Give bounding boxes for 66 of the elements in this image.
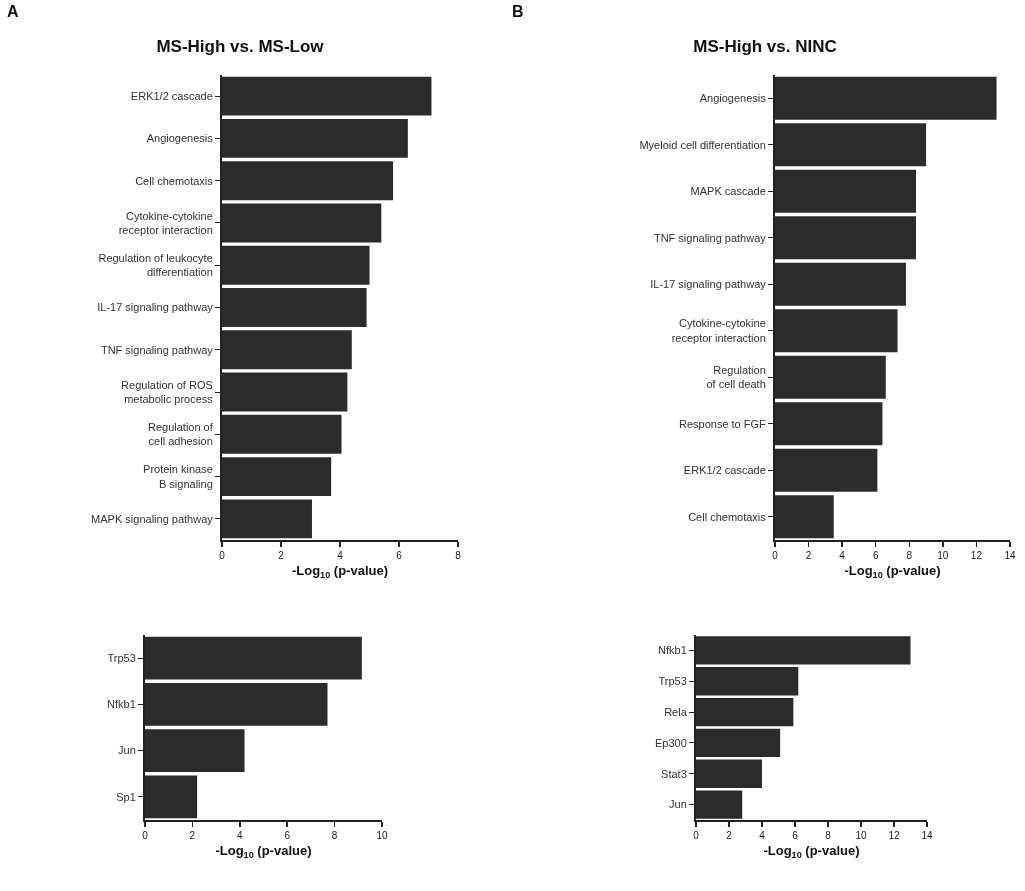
x-tick-label: 10	[376, 830, 388, 841]
text: B	[512, 3, 524, 20]
y-tick-label: Stat3	[661, 767, 687, 780]
y-tick-label: Ep300	[654, 736, 687, 749]
y-tick-label: Cytokine-cytokine receptor interaction	[671, 317, 766, 344]
y-tick-label: Regulation of cell death	[706, 363, 766, 391]
x-tick-label: 12	[970, 550, 983, 561]
x-tick-label: 2	[805, 550, 812, 561]
x-tick-label: 8	[331, 830, 338, 841]
text: A	[7, 3, 19, 20]
chart-title: MS-High vs. MS-Low	[156, 36, 325, 56]
y-tick-label: Angiogenesis	[699, 92, 767, 105]
x-tick-label: 12	[888, 830, 900, 841]
x-tick-label: 8	[455, 550, 462, 561]
y-tick-label: IL-17 signaling pathway	[97, 301, 214, 314]
y-tick-label: TNF signaling pathway	[653, 231, 767, 244]
y-tick-label: Regulation of cell adhesion	[147, 421, 214, 448]
x-tick-label: 8	[906, 550, 913, 561]
y-tick-label: Cytokine-cytokine receptor interaction	[118, 209, 213, 236]
x-tick-label: 6	[284, 830, 291, 841]
y-tick-label: TNF signaling pathway	[100, 343, 214, 356]
y-tick-label: ERK1/2 cascade	[130, 89, 213, 102]
y-tick-label: ERK1/2 cascade	[683, 464, 766, 477]
x-tick-label: 0	[219, 550, 226, 561]
x-tick-label: 6	[872, 550, 879, 561]
x-axis-title: -Log$_{10}$ (p-value)	[215, 843, 312, 860]
x-tick-label: 0	[772, 550, 779, 561]
x-axis-title: -Log$_{10}$ (p-value)	[291, 563, 389, 580]
y-tick-label: Trp53	[107, 651, 136, 664]
y-tick-label: Cell chemotaxis	[688, 510, 767, 523]
x-tick-label: 14	[921, 830, 933, 841]
x-tick-label: 4	[337, 550, 344, 561]
y-tick-label: Nfkb1	[107, 698, 136, 711]
y-tick-label: Regulation of leukocyte differentiation	[98, 251, 213, 279]
y-tick-label: Nfkb1	[658, 644, 687, 657]
x-tick-label: 10	[937, 550, 949, 561]
x-tick-label: 4	[237, 830, 244, 841]
y-tick-label: Trp53	[658, 675, 687, 688]
x-tick-label: 2	[278, 550, 285, 561]
x-tick-label: 6	[396, 550, 403, 561]
y-tick-label: Cell chemotaxis	[135, 174, 214, 187]
x-tick-label: 14	[1004, 550, 1016, 561]
x-tick-label: 6	[792, 830, 799, 841]
x-tick-label: 4	[839, 550, 846, 561]
x-tick-label: 8	[825, 830, 832, 841]
x-tick-label: 4	[759, 830, 766, 841]
y-tick-label: Jun	[669, 798, 687, 811]
x-tick-label: 0	[693, 830, 700, 841]
x-tick-label: 2	[189, 830, 196, 841]
y-tick-label: Sp1	[116, 790, 136, 803]
x-axis-title: -Log$_{10}$ (p-value)	[844, 563, 941, 580]
x-axis-title: -Log$_{10}$ (p-value)	[763, 843, 860, 860]
x-tick-label: 10	[855, 830, 867, 841]
y-tick-label: Myeloid cell differentiation	[639, 138, 766, 151]
y-tick-label: IL-17 signaling pathway	[650, 278, 767, 291]
x-tick-label: 2	[726, 830, 733, 841]
y-tick-label: Regulation of ROS metabolic process	[121, 378, 214, 406]
y-tick-label: MAPK signaling pathway	[91, 512, 214, 525]
y-tick-label: Rela	[664, 705, 688, 718]
y-tick-label: Jun	[118, 744, 136, 757]
x-tick-label: 0	[142, 830, 149, 841]
y-tick-label: Angiogenesis	[146, 132, 214, 145]
chart-title: MS-High vs. NINC	[693, 36, 837, 56]
y-tick-label: Protein kinase B signaling	[143, 463, 213, 490]
y-tick-label: MAPK cascade	[690, 185, 766, 198]
y-tick-label: Response to FGF	[678, 417, 767, 430]
